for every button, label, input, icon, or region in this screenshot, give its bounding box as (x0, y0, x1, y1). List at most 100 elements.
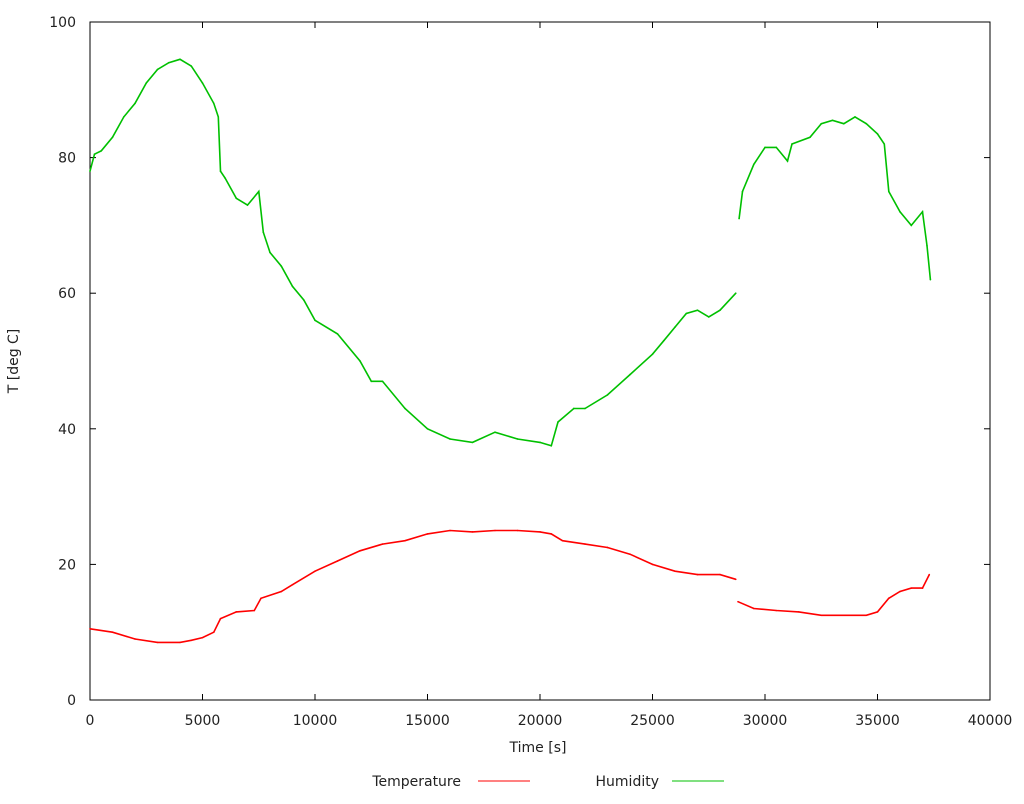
data-point-humidity (707, 316, 710, 318)
data-point-temperature (842, 614, 845, 617)
legend: Temperature Humidity (371, 774, 724, 790)
series-line-temperature (737, 574, 931, 617)
data-point-humidity (257, 190, 260, 193)
data-point-humidity (111, 136, 114, 139)
data-point-humidity (842, 122, 845, 125)
x-tick-label: 25000 (630, 713, 675, 729)
series-line-humidity (738, 115, 932, 280)
data-point-temperature (359, 550, 361, 552)
data-point-temperature (606, 546, 609, 549)
data-point-humidity (381, 380, 384, 383)
data-point-humidity (809, 136, 811, 139)
data-point-humidity (291, 285, 294, 288)
data-point-temperature (539, 531, 541, 533)
data-point-humidity (145, 82, 148, 84)
x-tick-label: 35000 (855, 713, 900, 729)
y-tick-label: 80 (58, 151, 76, 167)
data-point-humidity (100, 150, 103, 152)
data-point-humidity (426, 428, 429, 430)
data-point-humidity (359, 360, 361, 362)
data-point-humidity (516, 438, 519, 440)
data-point-humidity (494, 431, 496, 433)
data-point-humidity (302, 299, 305, 301)
x-tick-label: 40000 (968, 713, 1013, 729)
data-point-temperature (696, 573, 699, 576)
data-point-humidity (122, 116, 125, 118)
x-axis-label: Time [s] (509, 740, 567, 756)
data-point-humidity (910, 224, 913, 227)
data-point-temperature (899, 590, 901, 593)
data-point-temperature (921, 587, 924, 589)
data-point-temperature (156, 641, 159, 644)
data-point-humidity (280, 265, 283, 267)
data-point-humidity (738, 217, 740, 220)
data-point-temperature (190, 639, 193, 642)
data-point-humidity (134, 102, 136, 105)
data-point-humidity (217, 116, 220, 118)
data-point-temperature (212, 631, 215, 633)
data-point-humidity (269, 251, 271, 254)
data-point-temperature (820, 614, 823, 617)
data-point-humidity (93, 153, 96, 156)
data-point-humidity (212, 102, 215, 105)
data-point-humidity (820, 122, 823, 125)
data-point-humidity (404, 407, 406, 410)
data-point-humidity (201, 82, 204, 84)
data-point-temperature (235, 611, 238, 613)
data-point-humidity (921, 211, 924, 213)
data-point-temperature (253, 609, 256, 612)
data-point-humidity (557, 421, 559, 423)
data-point-temperature (291, 583, 294, 586)
data-point-humidity (831, 119, 834, 122)
data-point-temperature (111, 631, 114, 633)
data-point-temperature (516, 529, 519, 532)
x-tick-label: 30000 (743, 713, 788, 729)
data-point-humidity (539, 441, 541, 444)
data-point-humidity (876, 133, 879, 135)
data-point-humidity (929, 278, 932, 281)
data-point-temperature (201, 636, 204, 639)
data-point-humidity (752, 163, 755, 166)
data-point-temperature (280, 590, 283, 593)
y-tick-label: 20 (58, 557, 76, 573)
data-point-temperature (336, 560, 339, 562)
data-point-humidity (262, 231, 265, 233)
y-tick-label: 100 (49, 15, 76, 31)
data-point-temperature (449, 529, 451, 532)
data-point-humidity (336, 333, 339, 335)
data-point-humidity (696, 309, 699, 311)
x-tick-label: 5000 (185, 713, 221, 729)
data-point-temperature (876, 611, 879, 613)
data-point-humidity (887, 190, 890, 193)
data-point-temperature (752, 607, 755, 610)
legend-label-temperature: Temperature (371, 774, 461, 790)
data-point-humidity (190, 65, 193, 67)
data-point-temperature (550, 533, 553, 535)
y-tick-label: 60 (58, 286, 76, 302)
data-point-humidity (219, 170, 222, 172)
data-point-humidity (89, 170, 91, 172)
data-point-humidity (550, 444, 553, 447)
plot-frame (89, 21, 991, 701)
data-point-humidity (179, 58, 181, 61)
data-point-humidity (572, 407, 575, 410)
data-point-humidity (854, 116, 856, 118)
x-tick-label: 0 (86, 713, 95, 729)
series-line-humidity (89, 58, 737, 447)
data-point-temperature (910, 587, 913, 589)
data-point-temperature (737, 600, 739, 603)
data-point-temperature (629, 553, 631, 556)
data-point-humidity (449, 438, 451, 440)
legend-label-humidity: Humidity (596, 774, 659, 790)
data-point-temperature (381, 543, 384, 545)
data-point-temperature (734, 578, 737, 581)
data-point-humidity (606, 394, 609, 396)
data-point-temperature (651, 563, 654, 566)
data-point-temperature (471, 531, 474, 533)
data-point-temperature (314, 570, 316, 572)
data-point-humidity (471, 441, 474, 444)
data-point-humidity (899, 211, 901, 213)
y-axis-label: T [deg C] (6, 329, 22, 395)
data-point-humidity (235, 197, 238, 200)
